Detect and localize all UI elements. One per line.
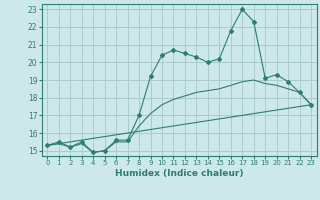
X-axis label: Humidex (Indice chaleur): Humidex (Indice chaleur)	[115, 169, 244, 178]
